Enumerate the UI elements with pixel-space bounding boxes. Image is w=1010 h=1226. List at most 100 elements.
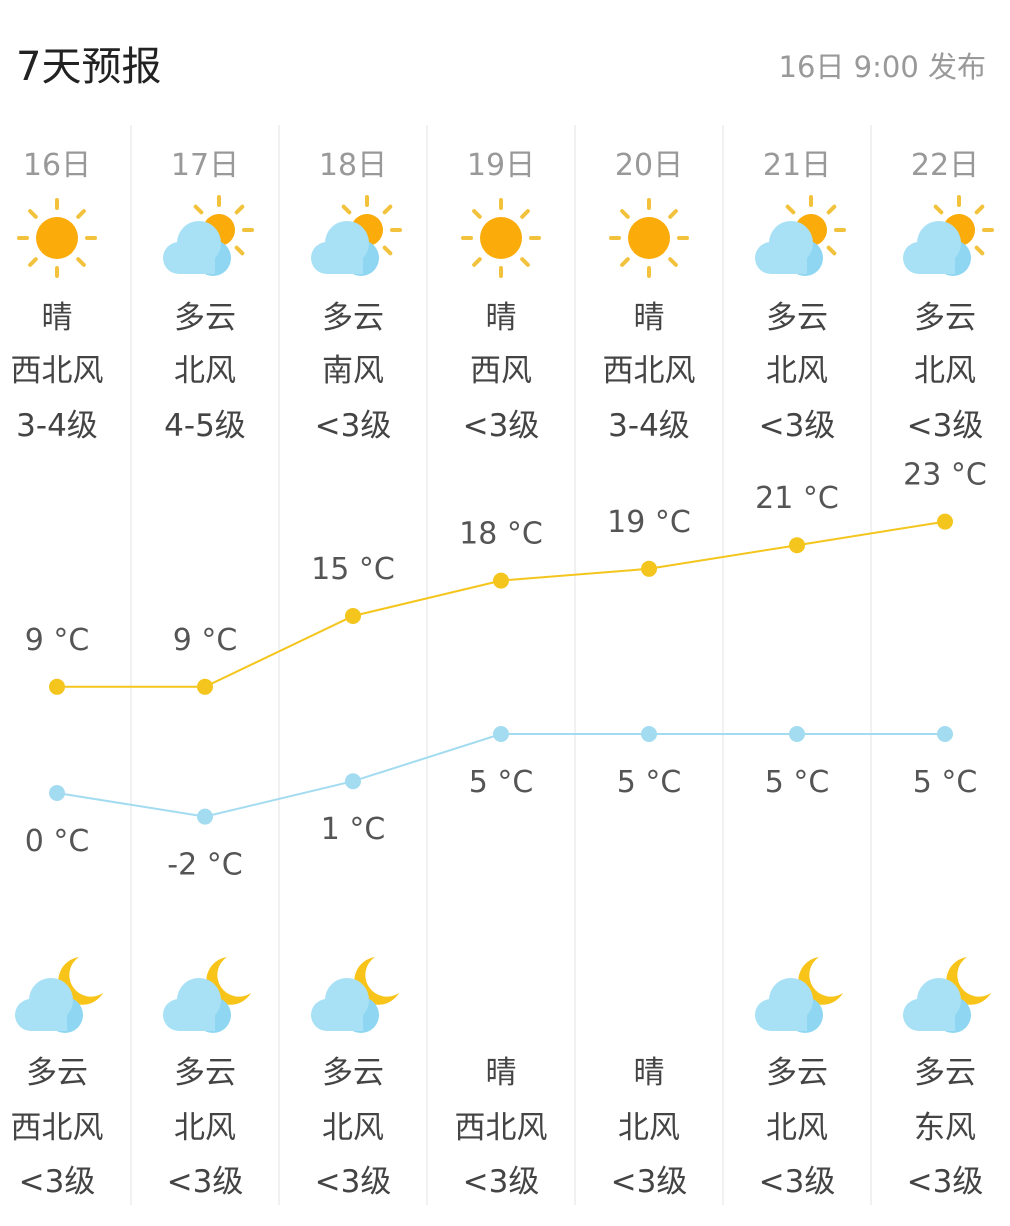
cloud-moon-icon [311,957,399,1033]
day-weather: 多云 [174,300,236,336]
high-temp-label: 9 °C [173,623,238,658]
low-temp-label: 5 °C [617,765,682,800]
day-wind: 西北风 [10,353,104,389]
day-column: 17日 多云 北风 4-5级 多云 北风 <3级 [131,0,279,1226]
day-wind-level: 3-4级 [16,408,98,444]
high-temp-label: 23 °C [903,458,987,493]
night-weather: 多云 [914,1055,976,1091]
cloud-sun-icon [755,195,846,276]
cloud-sun-icon [903,195,994,276]
low-temp-label: -2 °C [167,848,242,883]
low-temp-point [493,726,509,742]
night-wind-level: <3级 [462,1164,540,1200]
night-wind: 东风 [914,1110,976,1146]
page-title: 7天预报 [16,44,162,90]
column-divider [870,125,872,1205]
cloud-sun-icon [163,195,254,276]
night-weather: 多云 [766,1055,828,1091]
high-temp-label: 21 °C [755,481,839,516]
night-wind: 北风 [766,1110,828,1146]
day-weather: 多云 [766,300,828,336]
date: 17日 [170,148,240,183]
cloud-moon-icon [15,957,103,1033]
day-wind: 南风 [322,353,384,389]
night-wind-level: <3级 [18,1164,96,1200]
column-divider [130,125,132,1205]
column-divider [574,125,576,1205]
day-column: 22日 多云 北风 <3级 多云 东风 <3级 [871,0,1010,1226]
night-wind-level: <3级 [758,1164,836,1200]
low-temp-point [641,726,657,742]
night-wind-level: <3级 [610,1164,688,1200]
day-wind-level: <3级 [314,408,392,444]
low-temp-point [49,785,65,801]
night-wind: 北风 [618,1110,680,1146]
night-weather: 多云 [174,1055,236,1091]
column-divider [426,125,428,1205]
night-wind-level: <3级 [166,1164,244,1200]
high-temp-label: 9 °C [25,623,90,658]
low-temp-label: 5 °C [765,765,830,800]
night-wind: 北风 [322,1110,384,1146]
high-temp-label: 19 °C [607,505,691,540]
high-temp-point [345,608,361,624]
day-column: 20日晴西北风 3-4级晴北风 <3级 [575,0,723,1226]
column-divider [722,125,724,1205]
night-wind: 西北风 [10,1110,104,1146]
night-weather: 晴 [485,1055,517,1091]
day-wind-level: 3-4级 [608,408,690,444]
day-weather: 多云 [322,300,384,336]
high-temp-point [197,678,213,695]
high-temp-point [789,537,805,554]
day-wind: 北风 [174,353,236,389]
day-column: 18日 多云 南风 <3级 多云 北风 <3级 [279,0,427,1226]
day-column: 16日晴西北风 3-4级 多云 西北风 <3级 [0,0,131,1226]
column-divider [278,125,280,1205]
low-temp-point [789,726,805,742]
low-temp-point [345,773,361,790]
day-wind: 西北风 [602,353,696,389]
night-weather: 多云 [26,1055,88,1091]
day-weather: 晴 [633,300,665,336]
day-column: 21日 多云 北风 <3级 多云 北风 <3级 [723,0,871,1226]
high-temp-point [493,572,509,589]
night-weather: 多云 [322,1055,384,1091]
low-temp-label: 0 °C [25,824,90,859]
cloud-moon-icon [163,957,251,1033]
night-wind: 西北风 [454,1110,548,1146]
day-wind-level: 4-5级 [164,408,246,444]
night-wind-level: <3级 [314,1164,392,1200]
date: 22日 [910,148,980,183]
low-temp-point [197,808,213,825]
high-temp-point [49,678,65,695]
day-wind-level: <3级 [906,408,984,444]
sun-icon [17,198,97,278]
sun-icon [609,198,689,278]
low-temp-label: 5 °C [913,765,978,800]
date: 19日 [466,148,536,183]
sun-icon [461,198,541,278]
night-wind: 北风 [174,1110,236,1146]
low-temp-label: 1 °C [321,812,386,847]
cloud-moon-icon [903,957,991,1033]
day-wind-level: <3级 [758,408,836,444]
low-temp-label: 5 °C [469,765,534,800]
low-temp-point [937,726,953,742]
night-weather: 晴 [633,1055,665,1091]
date: 21日 [762,148,832,183]
publish-time: 16日 9:00 发布 [778,50,986,84]
high-temp-point [641,560,657,577]
day-column: 19日晴西风 <3级晴西北风 <3级 [427,0,575,1226]
day-weather: 多云 [914,300,976,336]
high-temp-point [937,513,953,530]
high-temp-label: 15 °C [311,552,395,587]
day-wind-level: <3级 [462,408,540,444]
high-temp-label: 18 °C [459,517,543,552]
day-weather: 晴 [41,300,73,336]
date: 20日 [614,148,684,183]
day-weather: 晴 [485,300,517,336]
day-wind: 北风 [766,353,828,389]
night-wind-level: <3级 [906,1164,984,1200]
